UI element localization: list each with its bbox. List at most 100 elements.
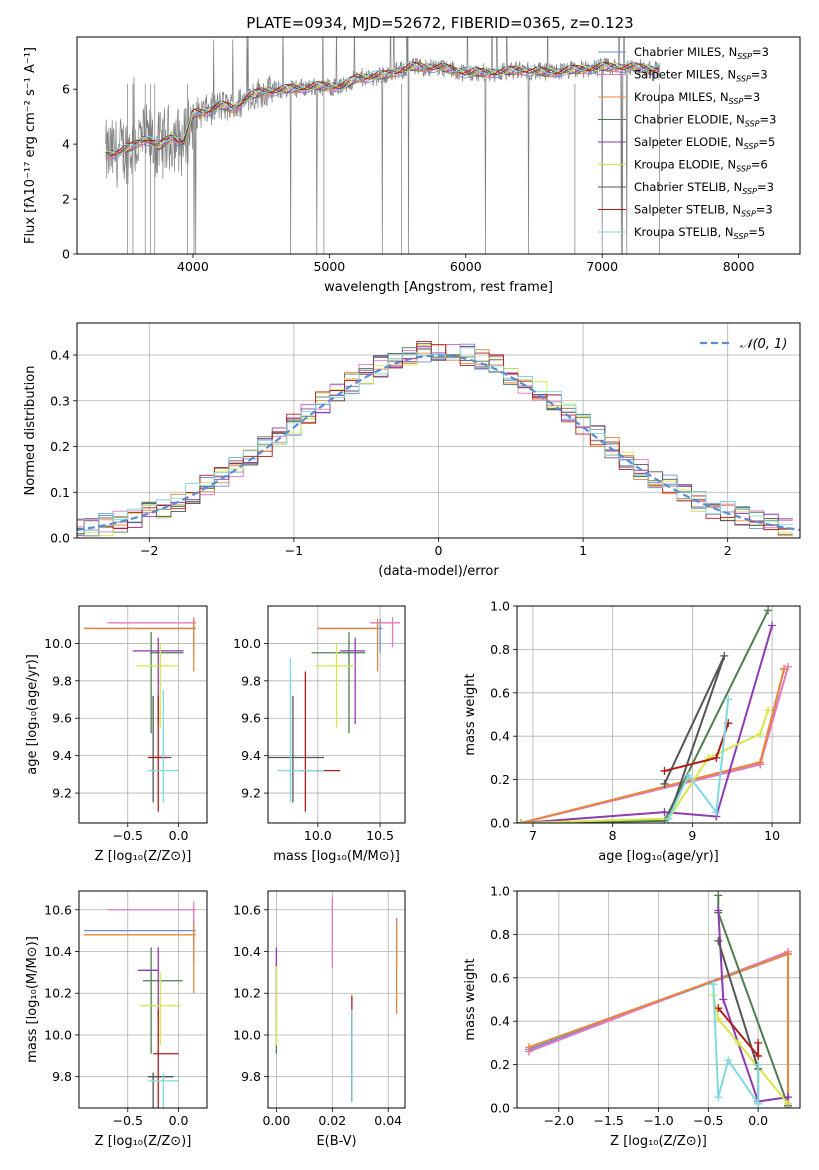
residual-legend: 𝒩(0, 1) [700, 337, 787, 352]
residual-histogram [77, 343, 793, 537]
plot-layer: Chabrier MILES, NSSP=3 Salpeter MILES, NS… [23, 36, 801, 1149]
mass-weight-marker [764, 606, 773, 615]
x-tick-label: 8 [609, 828, 617, 843]
residual-histogram [77, 347, 793, 537]
x-tick-label: 0.04 [374, 1113, 402, 1128]
mass-weight-line [663, 655, 726, 819]
legend-value: =3 [760, 113, 777, 127]
x-axis-label: Z [log₁₀(Z/Z⊙)] [95, 1134, 192, 1149]
x-tick-label: 0.0 [748, 1113, 768, 1128]
y-tick-label: 0.2 [50, 439, 70, 454]
model-spectrum-line [105, 61, 660, 157]
y-tick-label: 6 [62, 82, 70, 97]
model-spectrum-line [105, 62, 660, 155]
mass-weight-marker [660, 779, 669, 788]
y-tick-label: 0 [62, 247, 70, 262]
x-tick-label: 2 [724, 543, 732, 558]
y-tick-label: 0.2 [490, 1057, 510, 1072]
mass-weight-marker [754, 1051, 763, 1060]
legend-label: Chabrier ELODIE, NSSP=3 [634, 113, 776, 129]
mass-weight-marker [754, 1038, 763, 1047]
axes-frame [78, 605, 208, 824]
mass-weight-marker [756, 758, 765, 767]
mass-weight-line [520, 668, 786, 823]
y-tick-label: 9.2 [52, 786, 72, 801]
x-tick-label: −2.0 [544, 1113, 574, 1128]
y-tick-label: 0.1 [50, 485, 70, 500]
legend-label: 𝒩(0, 1) [740, 337, 787, 352]
mass-weight-marker [756, 730, 765, 739]
legend-value: =6 [751, 158, 768, 172]
mass-weight-marker [684, 771, 693, 780]
plot-area-mass-Z [84, 901, 196, 1108]
y-tick-label: 10.6 [44, 902, 72, 917]
frame-mass-Z: −0.5 0.0 9.8 10.0 10.2 10.4 10.6 Z [log₁₀(Z/Z⊙)… [25, 890, 208, 1149]
x-tick-label: 7 [529, 828, 537, 843]
mass-weight-marker [768, 621, 777, 630]
mass-weight-line [717, 1007, 760, 1059]
legend-value: =3 [756, 203, 773, 217]
mass-weight-marker [784, 1099, 793, 1108]
y-tick-label: 9.2 [241, 786, 261, 801]
axes-age-Z [79, 606, 207, 823]
y-tick-label: 10.0 [233, 1027, 261, 1042]
legend-subscript: SSP [736, 165, 751, 174]
y-tick-label: 1.0 [490, 599, 510, 614]
y-tick-label: 10.6 [233, 902, 261, 917]
axes-frame [267, 890, 406, 1109]
frame-mass-EBV: 0.00 0.02 0.04 9.8 10.0 10.2 10.4 10.6 E(B-V) [233, 890, 406, 1149]
legend-value: =3 [752, 45, 769, 59]
x-tick-label: −2 [140, 543, 158, 558]
legend-label: Kroupa MILES, NSSP=3 [634, 90, 760, 106]
x-axis-label: wavelength [Angstrom, rest frame] [324, 280, 553, 295]
plot-area-mass-EBV [275, 897, 398, 1102]
y-axis-label: age [log₁₀(age/yr)] [25, 654, 40, 775]
legend-subscript: SSP [742, 187, 757, 196]
mass-weight-marker [712, 808, 721, 817]
legend-subscript: SSP [729, 97, 744, 106]
y-tick-label: 10.0 [233, 636, 261, 651]
y-tick-label: 9.8 [241, 673, 261, 688]
mass-weight-marker [754, 1060, 763, 1069]
x-tick-label: 0.0 [169, 1113, 189, 1128]
frame-mw-Z: −2.0 −1.5 −1.0 −0.5 0.0 0.0 0.2 0.4 0.6 0.8 1.0 Z [… [463, 884, 801, 1149]
x-tick-label: 6000 [450, 259, 482, 274]
x-tick-label: 0.02 [318, 1113, 346, 1128]
legend-label: Salpeter MILES, NSSP=3 [634, 68, 768, 84]
figure-title: PLATE=0934, MJD=52672, FIBERID=0365, z=0… [246, 14, 633, 32]
x-axis-label: (data-model)/error [378, 564, 499, 579]
mass-weight-marker [719, 995, 728, 1004]
x-tick-label: 1 [579, 543, 587, 558]
frame-spectrum: 4000 5000 6000 7000 8000 0 2 4 6 wavelength [Angs… [23, 36, 801, 295]
y-tick-label: 10.2 [233, 986, 261, 1001]
mass-weight-marker [764, 706, 773, 715]
y-axis-label: Flux [fλ10⁻¹⁷ erg cm⁻² s⁻¹ A⁻¹] [23, 47, 38, 244]
y-tick-label: 9.8 [241, 1069, 261, 1084]
plot-area-age-Z [84, 617, 196, 812]
y-tick-label: 9.8 [52, 673, 72, 688]
y-tick-label: 10.0 [44, 636, 72, 651]
x-axis-label: mass [log₁₀(M/M⊙)] [273, 849, 400, 864]
mass-weight-marker [517, 819, 525, 823]
legend-subscript: SSP [734, 232, 749, 241]
x-tick-label: 10.5 [366, 828, 394, 843]
x-tick-label: −0.5 [113, 828, 143, 843]
axes-frame [76, 36, 801, 255]
x-axis-label: age [log₁₀(age/yr)] [598, 849, 719, 864]
y-tick-label: 10.2 [44, 986, 72, 1001]
mass-weight-marker [714, 1093, 723, 1102]
legend-label: Chabrier MILES, NSSP=3 [634, 45, 769, 61]
mass-weight-marker [720, 651, 729, 660]
legend-subscript: SSP [744, 142, 759, 151]
x-tick-label: 9 [688, 828, 696, 843]
mass-weight-line [520, 668, 786, 823]
plot-area-mw-age [517, 606, 793, 823]
mass-weight-marker [712, 753, 721, 762]
y-tick-label: 9.6 [52, 711, 72, 726]
x-tick-label: −1.5 [593, 1113, 623, 1128]
residual-histogram [77, 340, 793, 537]
mass-weight-marker [784, 949, 793, 958]
mass-weight-marker [709, 980, 718, 989]
x-tick-label: −1.0 [643, 1113, 673, 1128]
axes-mass-Z [79, 891, 207, 1108]
